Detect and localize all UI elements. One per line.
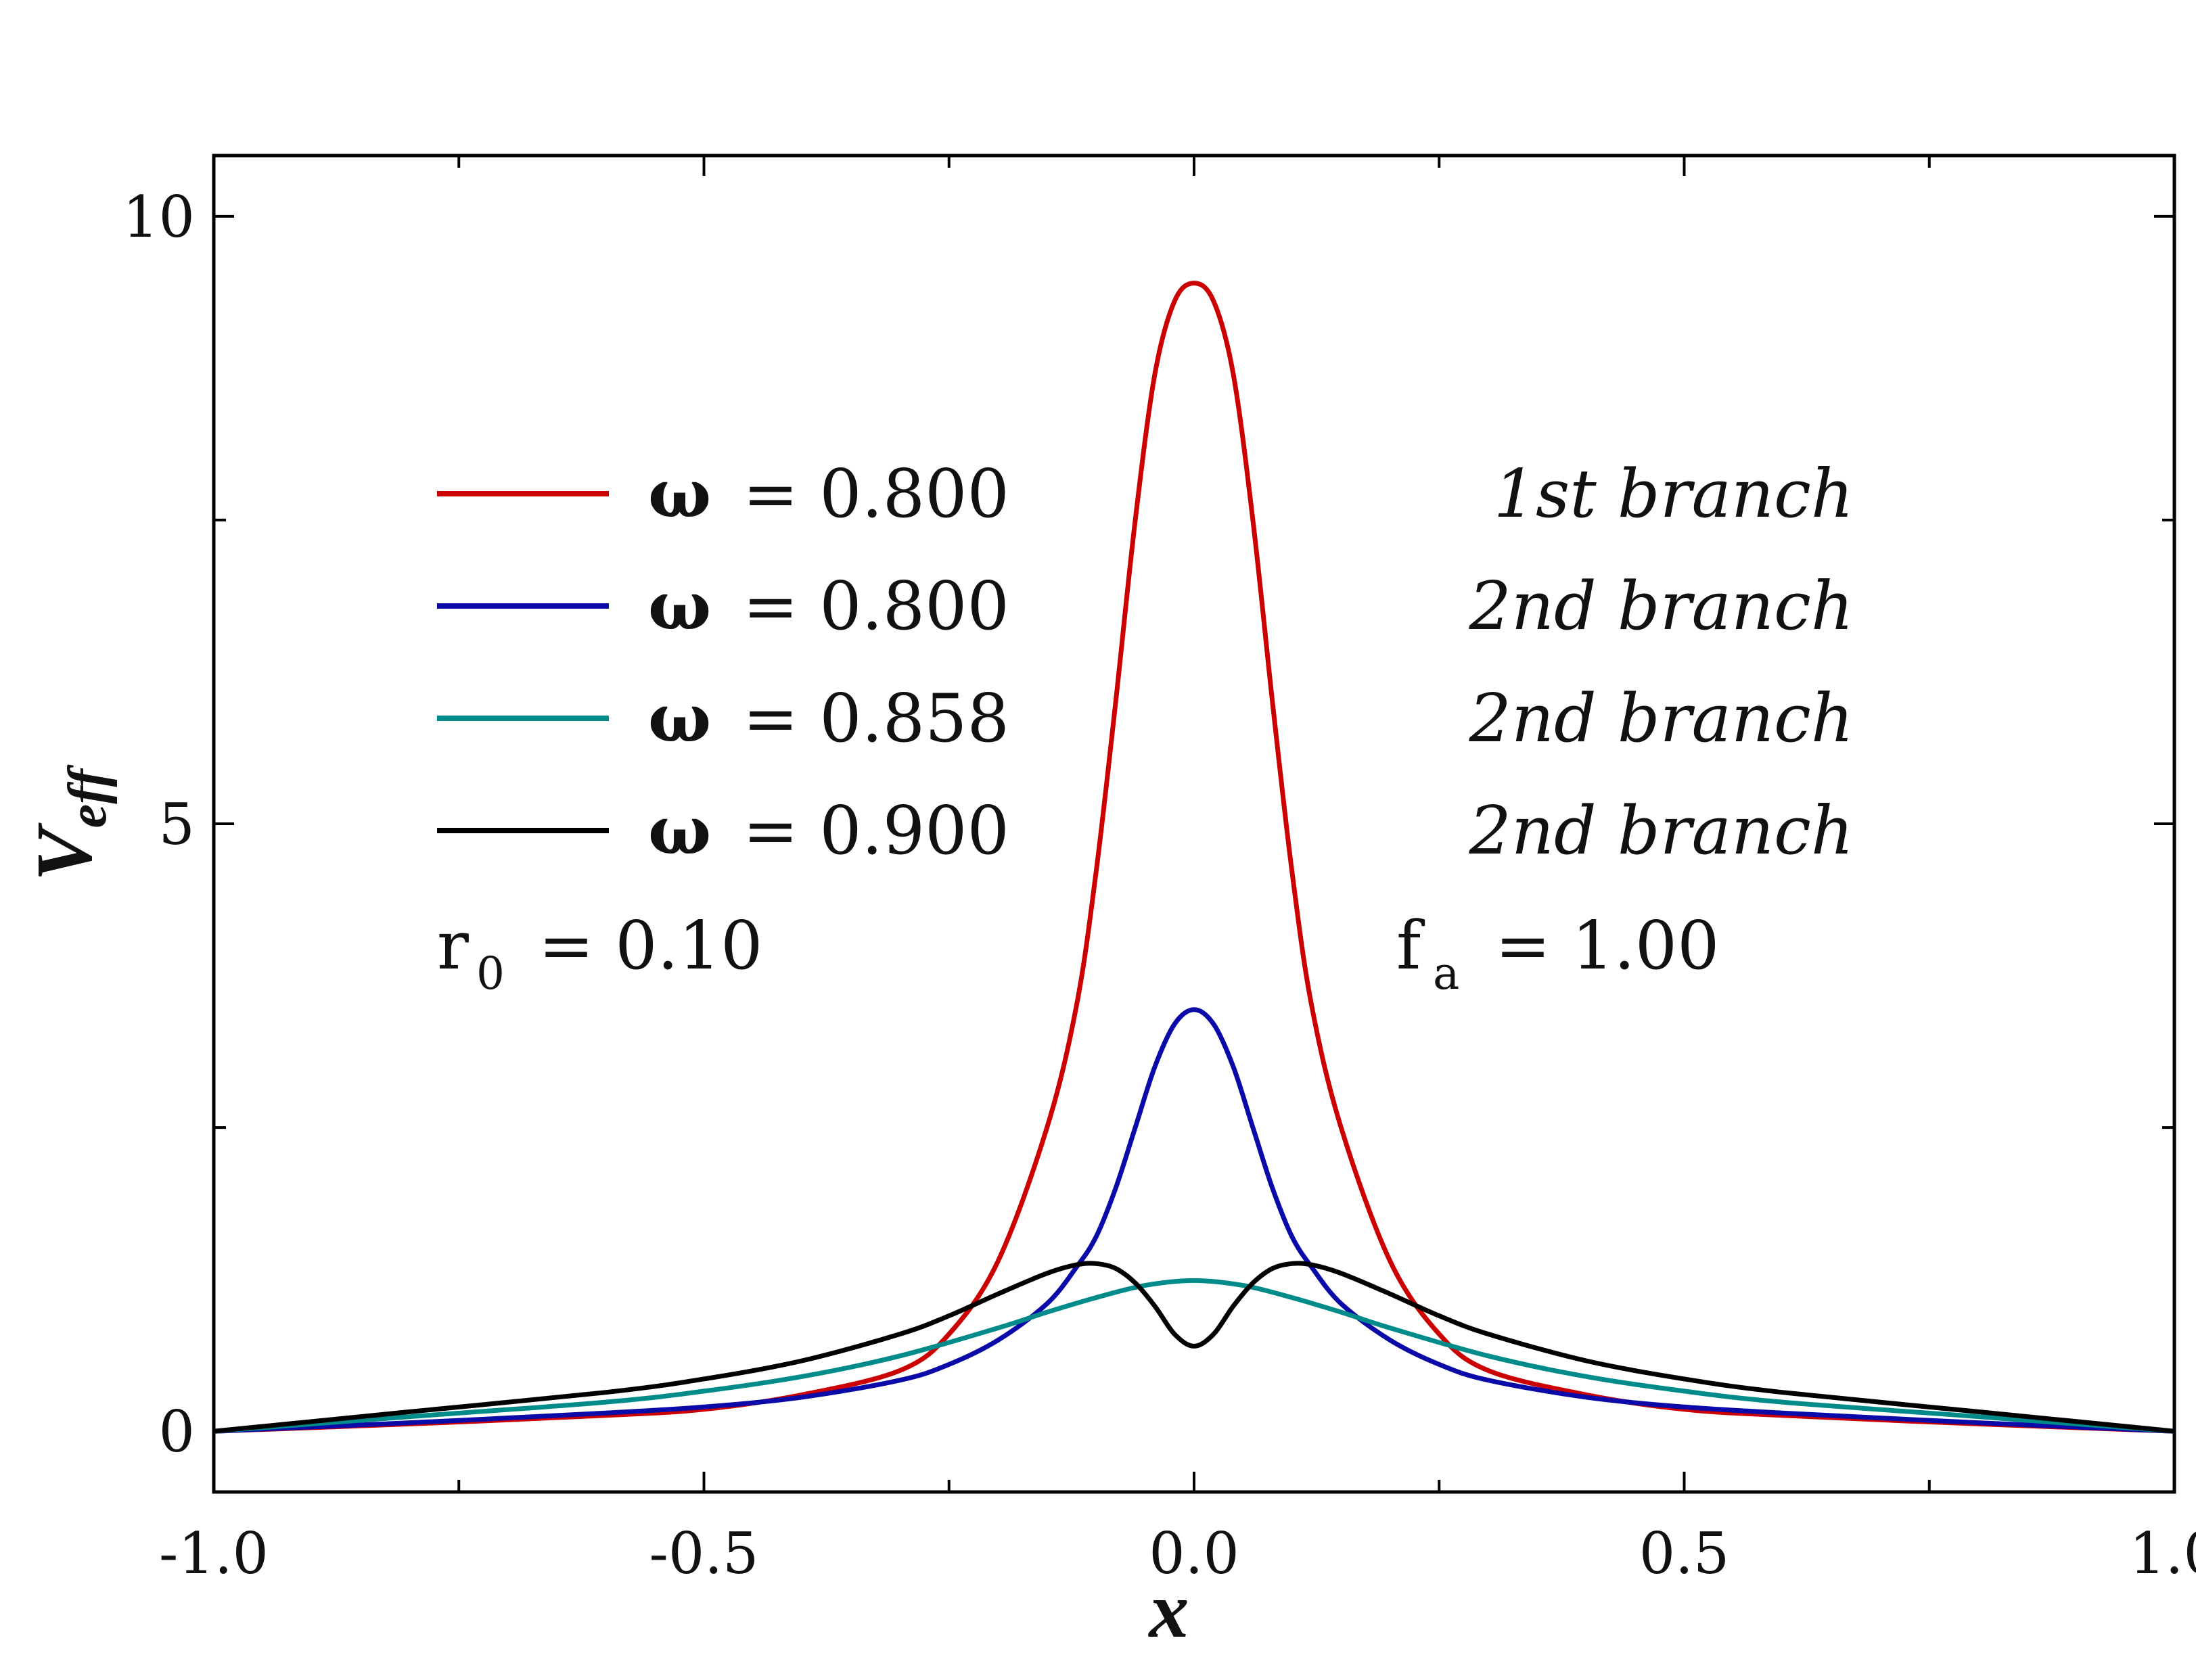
tick-labels: -1.0 -0.5 0.0 0.5 1.0 0 5 10 xyxy=(122,184,2196,1587)
x-tick-label: -0.5 xyxy=(649,1520,759,1587)
legend-branch-label: 2nd branch xyxy=(1469,568,1854,645)
x-tick-label: 0.5 xyxy=(1639,1520,1730,1587)
series-line-omega-0800-2nd xyxy=(213,1007,2175,1434)
legend-branch-label: 2nd branch xyxy=(1469,680,1854,757)
y-tick-label: 5 xyxy=(159,791,195,858)
y-tick-label: 0 xyxy=(159,1399,195,1465)
param-r0: r 0 = 0.10 xyxy=(437,908,762,1000)
x-tick-label: 0.0 xyxy=(1149,1520,1239,1587)
series-line-omega-0858-2nd xyxy=(213,1278,2175,1434)
param-fa: f a = 1.00 xyxy=(1396,908,1719,1000)
y-tick-label: 10 xyxy=(122,184,195,250)
x-axis-title: x xyxy=(1148,1566,1189,1654)
r0-subscript: 0 xyxy=(476,948,505,1000)
fa-subscript: a xyxy=(1433,948,1459,1000)
series-line-omega-0900-2nd xyxy=(213,1261,2175,1434)
y-axis-title-main: V xyxy=(20,822,108,881)
r0-label: r xyxy=(437,908,469,985)
fa-label: f xyxy=(1396,908,1425,985)
svg-text:Veff: Veff xyxy=(20,764,118,881)
legend-branch-label: 2nd branch xyxy=(1469,793,1854,870)
legend-omega-value: = 0.800 xyxy=(743,456,1009,533)
x-tick-label: -1.0 xyxy=(159,1520,269,1587)
legend-omega-symbol: ω xyxy=(648,792,711,870)
fa-value: = 1.00 xyxy=(1495,908,1719,985)
tick-marks xyxy=(212,156,2176,1492)
legend-omega-value: = 0.800 xyxy=(743,568,1009,645)
y-axis-title-subscript: eff xyxy=(58,764,118,829)
legend: ω = 0.800 1st branch ω = 0.800 2nd branch ω = 0… xyxy=(437,455,1854,870)
x-tick-label: 1.0 xyxy=(2129,1520,2196,1587)
legend-branch-label: 1st branch xyxy=(1494,456,1854,533)
legend-omega-value: = 0.900 xyxy=(743,793,1009,870)
series-lines xyxy=(213,281,2175,1434)
y-axis-title: Veff xyxy=(20,764,118,881)
legend-omega-symbol: ω xyxy=(648,455,711,533)
legend-omega-symbol: ω xyxy=(648,567,711,645)
series-line-omega-0800-1st xyxy=(213,281,2175,1434)
legend-omega-value: = 0.858 xyxy=(743,680,1009,757)
legend-omega-symbol: ω xyxy=(648,680,711,757)
plot-frame xyxy=(212,154,2176,1494)
r0-value: = 0.10 xyxy=(539,908,762,985)
